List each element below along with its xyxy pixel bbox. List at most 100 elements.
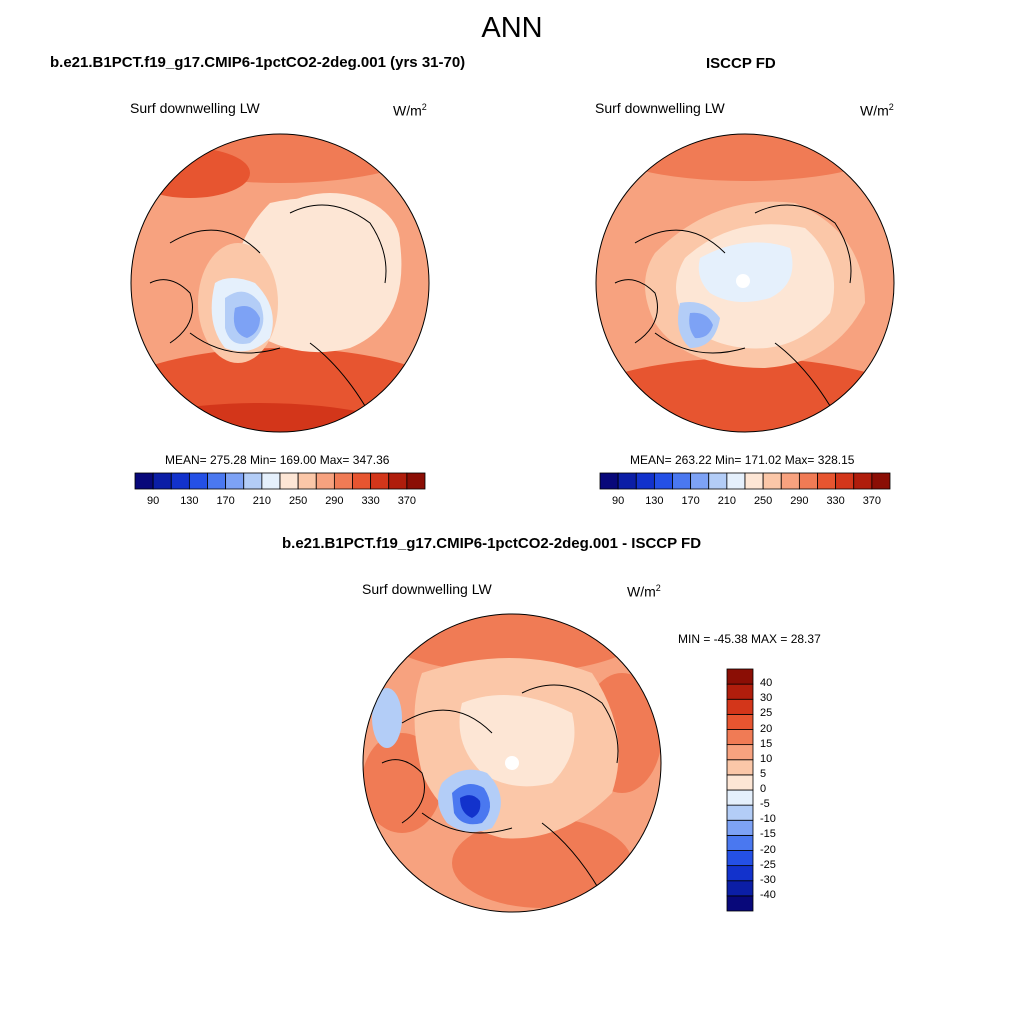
model-colorbar-tick-label: 90 <box>147 495 160 507</box>
diff-colorbar-swatch <box>726 774 754 791</box>
obs-colorbar-swatch <box>635 472 655 490</box>
model-colorbar-tick-label: 250 <box>288 495 308 507</box>
diff-colorbar-swatch <box>726 789 754 806</box>
model-colorbar-swatch <box>333 472 353 490</box>
obs-colorbar-swatch <box>798 472 818 490</box>
model-colorbar-tick-label: 370 <box>397 495 417 507</box>
diff-colorbar-swatch <box>726 834 754 851</box>
model-colorbar-swatch <box>207 472 227 490</box>
diff-colorbar-swatch <box>726 713 754 730</box>
diff-colorbar-tick-label: -10 <box>760 813 776 826</box>
diff-colorbar-tick-label: 15 <box>760 737 773 750</box>
model-colorbar-tick-label: 290 <box>325 495 344 507</box>
diff-colorbar-tick-label: 5 <box>760 767 767 780</box>
diff-colorbar-swatch <box>726 668 754 685</box>
model-colorbar-swatch <box>388 472 408 490</box>
model-colorbar-swatch <box>152 472 172 490</box>
diff-polar-map <box>362 613 662 913</box>
model-polar-map <box>130 133 430 433</box>
obs-colorbar-swatch <box>653 472 673 490</box>
model-colorbar-tick-label: 130 <box>180 495 199 507</box>
model-colorbar-tick-label: 210 <box>252 495 272 507</box>
obs-colorbar-swatch <box>599 472 619 490</box>
obs-colorbar-tick-label: 370 <box>862 495 882 507</box>
model-colorbar-swatch <box>370 472 390 490</box>
diff-colorbar-tick-label: 30 <box>760 692 773 705</box>
obs-colorbar-tick-label: 90 <box>612 495 625 507</box>
model-colorbar-tick-label: 330 <box>361 495 380 507</box>
diff-colorbar-swatch <box>726 819 754 836</box>
model-variable-label: Surf downwelling LW <box>130 100 260 116</box>
model-colorbar-swatch <box>297 472 317 490</box>
obs-colorbar <box>599 472 891 490</box>
obs-colorbar-swatch <box>780 472 800 490</box>
obs-case-title: ISCCP FD <box>706 55 776 72</box>
model-colorbar-swatch <box>225 472 245 490</box>
obs-colorbar-swatch <box>835 472 855 490</box>
diff-colorbar-swatch <box>726 683 754 700</box>
diff-colorbar <box>726 668 754 912</box>
obs-colorbar-tick-label: 170 <box>681 495 700 507</box>
model-colorbar-swatch <box>134 472 154 490</box>
obs-units-label: W/m2 <box>860 102 894 119</box>
obs-colorbar-swatch <box>871 472 891 490</box>
obs-colorbar-swatch <box>708 472 728 490</box>
diff-colorbar-swatch <box>726 729 754 746</box>
model-colorbar-swatch <box>279 472 299 490</box>
obs-colorbar-swatch <box>726 472 746 490</box>
diff-title: b.e21.B1PCT.f19_g17.CMIP6-1pctCO2-2deg.0… <box>282 535 702 552</box>
model-colorbar-swatch <box>261 472 281 490</box>
model-colorbar-swatch <box>188 472 208 490</box>
diff-colorbar-tick-label: 20 <box>760 722 773 735</box>
diff-colorbar-tick-label: 10 <box>760 752 773 765</box>
obs-colorbar-tick-label: 330 <box>826 495 845 507</box>
model-colorbar-ticks: 90 130 170 210 250 290 330 370 <box>0 495 1024 509</box>
diff-colorbar-swatch <box>726 850 754 867</box>
obs-colorbar-tick-label: 210 <box>717 495 737 507</box>
diff-colorbar-swatch <box>726 880 754 897</box>
obs-colorbar-tick-label: 290 <box>790 495 809 507</box>
diff-stats: MIN = -45.38 MAX = 28.37 <box>678 632 821 646</box>
diff-units-label: W/m2 <box>627 583 661 600</box>
obs-colorbar-tick-label: 130 <box>645 495 664 507</box>
diff-variable-label: Surf downwelling LW <box>362 581 492 597</box>
obs-colorbar-swatch <box>762 472 782 490</box>
model-colorbar <box>134 472 426 490</box>
diff-colorbar-tick-label: 0 <box>760 783 767 795</box>
diff-colorbar-swatch <box>726 759 754 776</box>
diff-colorbar-tick-label: -30 <box>760 873 776 886</box>
diff-colorbar-tick-label: -40 <box>760 888 776 901</box>
obs-variable-label: Surf downwelling LW <box>595 100 725 116</box>
obs-colorbar-ticks: 90 130 170 210 250 290 330 370 <box>0 495 1024 509</box>
model-colorbar-swatch <box>406 472 426 490</box>
diff-colorbar-swatch <box>726 698 754 715</box>
model-stats: MEAN= 275.28 Min= 169.00 Max= 347.36 <box>165 453 390 467</box>
obs-colorbar-tick-label: 250 <box>753 495 773 507</box>
model-colorbar-swatch <box>352 472 372 490</box>
diff-colorbar-tick-label: 40 <box>760 677 773 690</box>
obs-colorbar-swatch <box>817 472 837 490</box>
model-colorbar-swatch <box>170 472 190 490</box>
model-case-title: b.e21.B1PCT.f19_g17.CMIP6-1pctCO2-2deg.0… <box>50 54 466 71</box>
model-units-label: W/m2 <box>393 102 427 119</box>
obs-stats: MEAN= 263.22 Min= 171.02 Max= 328.15 <box>630 453 855 467</box>
obs-polar-map <box>595 133 895 433</box>
diff-colorbar-swatch <box>726 865 754 882</box>
model-colorbar-swatch <box>243 472 263 490</box>
obs-colorbar-swatch <box>744 472 764 490</box>
diff-colorbar-swatch <box>726 744 754 761</box>
obs-colorbar-swatch <box>617 472 637 490</box>
figure-title: ANN <box>481 12 543 44</box>
diff-colorbar-swatch <box>726 895 754 912</box>
obs-colorbar-swatch <box>853 472 873 490</box>
obs-colorbar-swatch <box>672 472 692 490</box>
diff-colorbar-tick-label: -20 <box>760 843 776 856</box>
diff-colorbar-tick-label: -25 <box>760 858 776 871</box>
diff-colorbar-tick-label: -5 <box>760 798 770 811</box>
model-colorbar-tick-label: 170 <box>216 495 235 507</box>
diff-colorbar-tick-label: -15 <box>760 828 776 841</box>
model-colorbar-swatch <box>315 472 335 490</box>
diff-colorbar-tick-label: 25 <box>760 707 773 720</box>
obs-colorbar-swatch <box>690 472 710 490</box>
diff-colorbar-swatch <box>726 804 754 821</box>
